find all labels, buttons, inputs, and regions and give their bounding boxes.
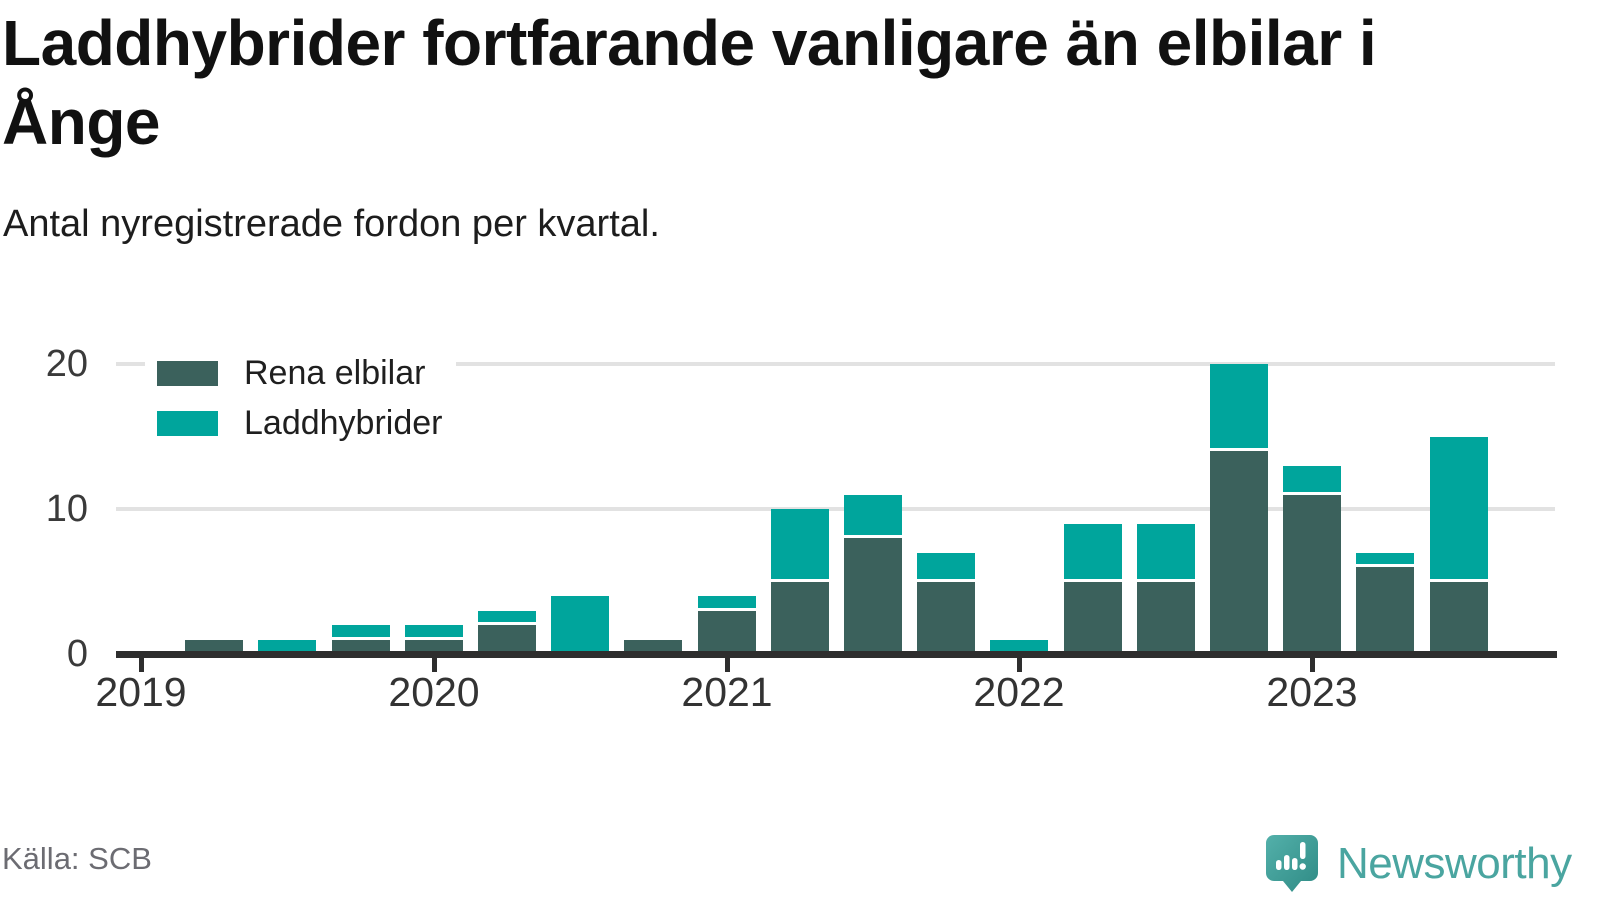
bar-segment-rena-elbilar — [1064, 581, 1122, 654]
gridline-y-20 — [116, 362, 1555, 366]
bar-segment-rena-elbilar — [1137, 581, 1195, 654]
y-axis-tick-label: 0 — [66, 633, 88, 675]
bar-segment-laddhybrider — [990, 639, 1048, 654]
logo-bar-2 — [1284, 855, 1290, 870]
source-note: Källa: SCB — [2, 841, 152, 876]
x-axis-tick-label: 2020 — [388, 669, 480, 715]
bar-segment-laddhybrider — [551, 596, 609, 654]
legend-item-laddhybrider: Laddhybrider — [157, 405, 442, 441]
bar-segment-laddhybrider — [332, 625, 390, 640]
bar-segment-rena-elbilar — [185, 639, 243, 654]
x-axis-tick-2021 — [725, 658, 730, 672]
bar-segment-rena-elbilar — [771, 581, 829, 654]
bar-segment-laddhybrider — [258, 639, 316, 654]
logo-bar-3 — [1292, 858, 1298, 870]
bar-segment-rena-elbilar — [624, 639, 682, 654]
bar-segment-laddhybrider — [771, 509, 829, 582]
bar-segment-rena-elbilar — [1283, 494, 1341, 654]
logo-exclamation-dot — [1299, 863, 1306, 870]
bar-segment-laddhybrider — [478, 610, 536, 625]
logo-exclamation-bar — [1300, 842, 1306, 859]
chart-subtitle: Antal nyregistrerade fordon per kvartal. — [3, 203, 660, 245]
x-axis-line — [116, 651, 1557, 658]
legend-swatch-rena-elbilar — [157, 360, 218, 386]
bar-segment-laddhybrider — [1064, 523, 1122, 582]
chart-legend: Rena elbilar Laddhybrider — [145, 347, 457, 451]
bar-segment-rena-elbilar — [478, 625, 536, 654]
bar-segment-laddhybrider — [1430, 436, 1488, 582]
legend-swatch-laddhybrider — [157, 410, 218, 436]
legend-label: Rena elbilar — [244, 354, 426, 392]
x-axis-tick-2023 — [1310, 658, 1315, 672]
gridline-y-10 — [116, 507, 1555, 511]
bar-segment-laddhybrider — [917, 552, 975, 582]
bar-segment-rena-elbilar — [332, 639, 390, 654]
x-axis-tick-label: 2022 — [973, 669, 1065, 715]
legend-item-rena-elbilar: Rena elbilar — [157, 355, 442, 391]
x-axis-tick-label: 2023 — [1266, 669, 1358, 715]
x-axis-tick-label: 2019 — [95, 669, 187, 715]
bar-segment-laddhybrider — [1210, 364, 1268, 451]
legend-label: Laddhybrider — [244, 404, 443, 442]
bar-segment-rena-elbilar — [917, 581, 975, 654]
bar-segment-rena-elbilar — [1430, 581, 1488, 654]
bar-segment-rena-elbilar — [1356, 567, 1414, 654]
newsworthy-wordmark[interactable]: Newsworthy — [1337, 839, 1572, 888]
bar-segment-rena-elbilar — [1210, 451, 1268, 654]
bar-segment-rena-elbilar — [405, 639, 463, 654]
bar-segment-laddhybrider — [698, 596, 756, 611]
bar-segment-laddhybrider — [1283, 465, 1341, 495]
bar-segment-rena-elbilar — [844, 538, 902, 654]
bar-segment-laddhybrider — [1356, 552, 1414, 567]
y-axis-tick-label: 10 — [45, 488, 88, 530]
bar-segment-laddhybrider — [405, 625, 463, 640]
x-axis-tick-2019 — [139, 658, 144, 672]
x-axis-tick-2022 — [1017, 658, 1022, 672]
newsworthy-logo-icon[interactable] — [1265, 834, 1319, 894]
bar-segment-rena-elbilar — [698, 610, 756, 654]
y-axis-tick-label: 20 — [45, 343, 88, 385]
newsworthy-brand[interactable]: Newsworthy — [1265, 834, 1572, 894]
bar-segment-laddhybrider — [1137, 523, 1195, 582]
x-axis-tick-2020 — [432, 658, 437, 672]
logo-bar-1 — [1276, 860, 1282, 870]
x-axis-tick-label: 2021 — [681, 669, 773, 715]
bar-segment-laddhybrider — [844, 494, 902, 538]
page-title: Laddhybrider fortfarande vanligare än el… — [2, 7, 1377, 158]
